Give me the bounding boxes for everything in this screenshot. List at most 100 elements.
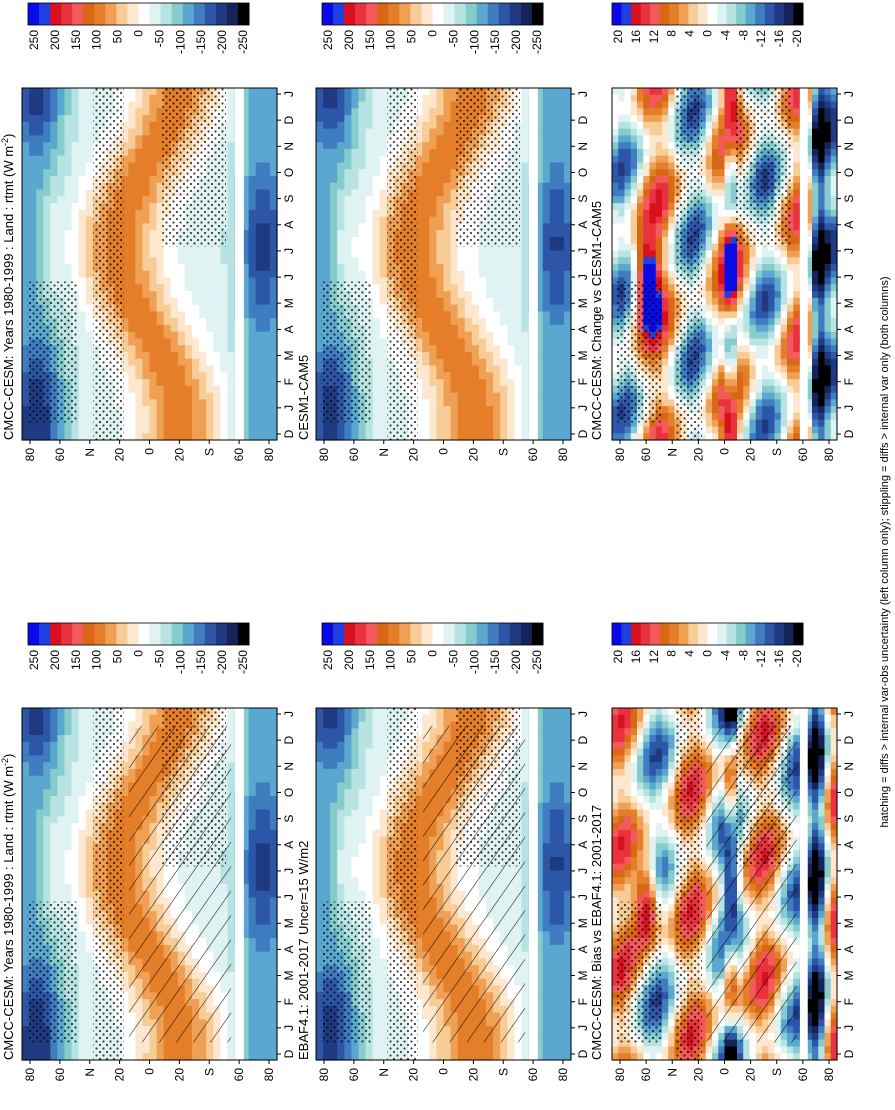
heat-cell bbox=[22, 122, 30, 129]
heat-cell bbox=[500, 284, 508, 291]
heat-cell bbox=[637, 237, 644, 244]
heat-cell bbox=[521, 271, 529, 278]
heat-cell bbox=[359, 223, 367, 230]
heat-cell bbox=[128, 318, 136, 325]
heat-cell bbox=[185, 311, 193, 318]
heat-cell bbox=[662, 305, 669, 312]
lat-tick-label: 20 bbox=[466, 448, 480, 462]
heat-cell bbox=[458, 311, 466, 318]
heat-cell bbox=[249, 203, 257, 210]
heat-cell bbox=[150, 352, 158, 359]
heat-cell bbox=[725, 386, 732, 393]
heat-cell bbox=[36, 264, 44, 271]
heat-cell bbox=[185, 318, 193, 325]
heat-cell bbox=[213, 338, 221, 345]
colorbar-swatch bbox=[28, 3, 40, 25]
heat-cell bbox=[249, 129, 257, 136]
heat-cell bbox=[135, 318, 143, 325]
heat-cell bbox=[227, 372, 235, 379]
heat-cell bbox=[256, 338, 264, 345]
heat-cell bbox=[458, 271, 466, 278]
heat-cell bbox=[618, 108, 625, 115]
month-label: S bbox=[282, 195, 296, 203]
heat-cell bbox=[436, 244, 444, 251]
heat-cell bbox=[444, 366, 452, 373]
heat-cell bbox=[631, 223, 638, 230]
heat-cell bbox=[142, 183, 150, 190]
heat-cell bbox=[366, 162, 374, 169]
heat-cell bbox=[725, 426, 732, 433]
heat-cell bbox=[22, 196, 30, 203]
heat-cell bbox=[712, 169, 719, 176]
heat-cell bbox=[444, 420, 452, 427]
colorbar-swatch bbox=[433, 3, 445, 25]
heat-cell bbox=[451, 366, 459, 373]
heat-cell bbox=[650, 88, 657, 95]
heat-cell bbox=[668, 129, 675, 136]
heat-cell bbox=[493, 433, 501, 440]
heat-cell bbox=[444, 311, 452, 318]
heat-cell bbox=[220, 338, 228, 345]
heat-cell bbox=[521, 169, 529, 176]
heat-cell bbox=[36, 190, 44, 197]
heat-cell bbox=[164, 250, 172, 257]
heat-cell bbox=[263, 203, 271, 210]
heat-cell bbox=[731, 352, 738, 359]
heat-cell bbox=[135, 406, 143, 413]
heat-cell bbox=[164, 399, 172, 406]
heat-cell bbox=[135, 352, 143, 359]
heat-cell bbox=[249, 196, 257, 203]
lat-tick-label: S bbox=[496, 448, 510, 456]
heat-cell bbox=[199, 393, 207, 400]
heat-cell bbox=[612, 149, 619, 156]
heat-cell bbox=[270, 223, 278, 230]
heat-cell bbox=[514, 399, 522, 406]
heat-cell bbox=[43, 88, 51, 95]
heat-cell bbox=[422, 230, 430, 237]
heat-cell bbox=[514, 332, 522, 339]
heat-cell bbox=[500, 359, 508, 366]
heat-cell bbox=[493, 379, 501, 386]
heat-cell bbox=[86, 311, 94, 318]
heat-cell bbox=[142, 169, 150, 176]
heat-cell bbox=[227, 332, 235, 339]
heat-cell bbox=[128, 210, 136, 217]
heat-cell bbox=[465, 420, 473, 427]
heat-cell bbox=[344, 95, 352, 102]
heat-cell bbox=[135, 102, 143, 109]
heat-cell bbox=[256, 223, 264, 230]
heat-cell bbox=[249, 298, 257, 305]
heat-cell bbox=[128, 366, 136, 373]
heat-cell bbox=[185, 372, 193, 379]
heat-cell bbox=[263, 210, 271, 217]
heat-cell bbox=[263, 399, 271, 406]
heat-cell bbox=[472, 291, 480, 298]
heat-cell bbox=[36, 244, 44, 251]
heat-cell bbox=[718, 156, 725, 163]
heat-cell bbox=[43, 122, 51, 129]
heat-cell bbox=[256, 122, 264, 129]
heat-cell bbox=[380, 135, 388, 142]
heat-cell bbox=[643, 190, 650, 197]
heat-cell bbox=[631, 230, 638, 237]
heat-cell bbox=[79, 162, 87, 169]
heat-cell bbox=[444, 95, 452, 102]
heat-cell bbox=[656, 250, 663, 257]
heat-cell bbox=[337, 210, 345, 217]
heat-cell bbox=[249, 108, 257, 115]
heat-cell bbox=[227, 169, 235, 176]
colorbar-swatch bbox=[444, 3, 456, 25]
heat-cell bbox=[270, 88, 278, 95]
heat-cell bbox=[36, 271, 44, 278]
heat-cell bbox=[444, 237, 452, 244]
heat-cell bbox=[79, 230, 87, 237]
heat-cell bbox=[351, 196, 359, 203]
heat-cell bbox=[662, 183, 669, 190]
heat-cell bbox=[444, 352, 452, 359]
heat-cell bbox=[150, 88, 158, 95]
heat-cell bbox=[256, 359, 264, 366]
heat-cell bbox=[220, 366, 228, 373]
colorbar-swatch bbox=[227, 3, 239, 25]
heat-cell bbox=[29, 156, 37, 163]
heat-cell bbox=[142, 230, 150, 237]
